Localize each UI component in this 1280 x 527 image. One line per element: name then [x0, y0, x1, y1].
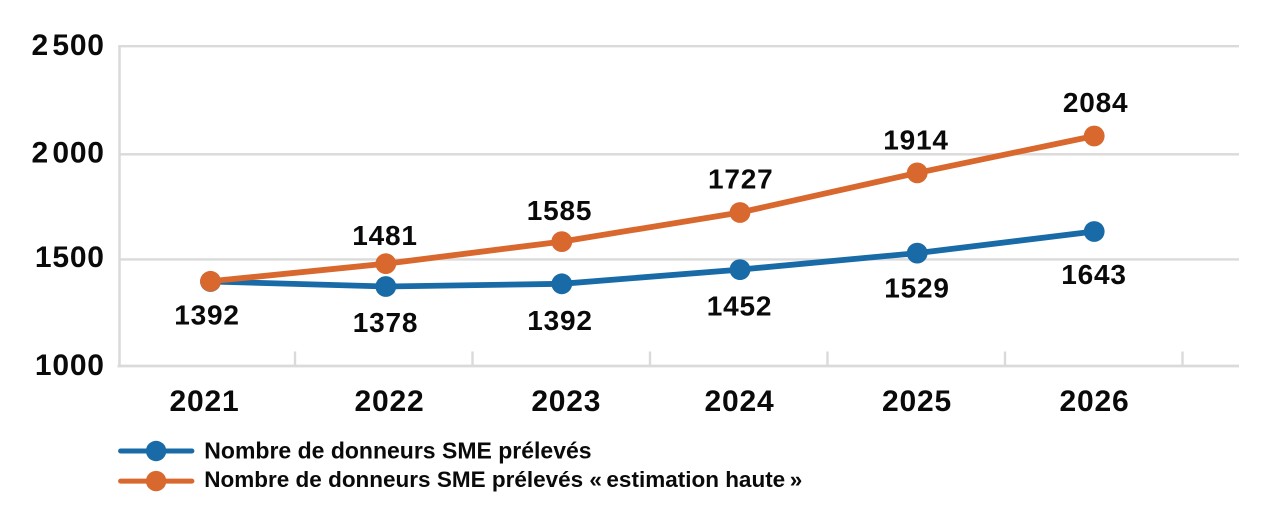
svg-text:2022: 2022	[355, 385, 425, 418]
svg-text:2021: 2021	[170, 385, 240, 418]
svg-text:2084: 2084	[1063, 87, 1129, 118]
svg-text:1500: 1500	[35, 241, 105, 274]
svg-text:1727: 1727	[708, 164, 774, 195]
svg-text:1378: 1378	[353, 307, 419, 338]
svg-text:1452: 1452	[707, 290, 773, 321]
svg-text:Nombre de donneurs SME prélevé: Nombre de donneurs SME prélevés	[204, 438, 591, 464]
svg-text:2 500: 2 500	[32, 29, 105, 62]
svg-text:1643: 1643	[1061, 259, 1127, 290]
svg-text:2 000: 2 000	[32, 136, 105, 169]
svg-text:1585: 1585	[527, 195, 593, 226]
svg-text:1392: 1392	[527, 305, 593, 336]
svg-text:1392: 1392	[174, 300, 240, 331]
svg-text:2023: 2023	[531, 385, 601, 418]
svg-text:1000: 1000	[35, 349, 105, 382]
svg-text:1914: 1914	[883, 124, 949, 155]
svg-text:2026: 2026	[1060, 385, 1130, 418]
svg-text:Nombre de donneurs SME prélevé: Nombre de donneurs SME prélevés « estima…	[204, 467, 802, 492]
svg-text:1529: 1529	[884, 273, 950, 304]
svg-text:1481: 1481	[352, 220, 418, 251]
svg-text:2025: 2025	[882, 385, 952, 418]
svg-text:2024: 2024	[705, 385, 775, 418]
